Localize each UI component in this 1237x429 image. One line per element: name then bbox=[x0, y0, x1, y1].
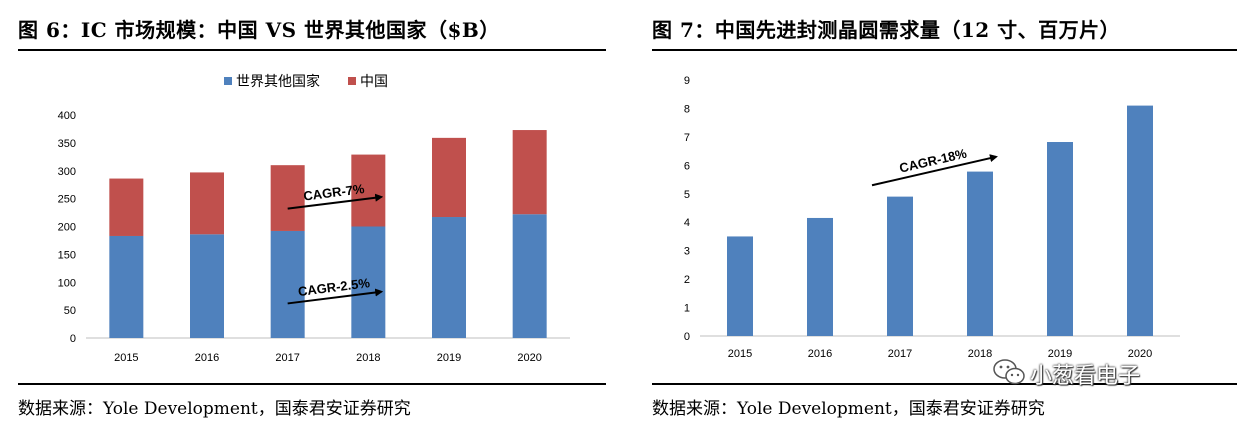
chart0-y-tick-label: 350 bbox=[58, 138, 76, 150]
chart0-bar-中国-2020 bbox=[512, 130, 547, 215]
chart0-legend-swatch bbox=[224, 77, 232, 85]
chart0-bar-中国-2017 bbox=[270, 165, 305, 231]
chart0-bar-世界其他国家-2019 bbox=[432, 217, 466, 338]
chart0-bar-世界其他国家-2018 bbox=[351, 226, 386, 338]
chart0-bar-世界其他国家-2016 bbox=[190, 234, 224, 338]
chart0-bar-中国-2016 bbox=[190, 172, 224, 235]
chart0-y-tick-label: 150 bbox=[58, 249, 76, 261]
chart1-x-tick-label: 2015 bbox=[728, 348, 752, 360]
chart0-cagr-arrow-1 bbox=[287, 288, 384, 305]
chart0-bar-世界其他国家-2020 bbox=[512, 214, 547, 338]
figure-7-bottom-rule bbox=[652, 383, 1237, 385]
chart0-x-tick-label: 2015 bbox=[114, 352, 138, 364]
chart1-bar-需求量-2020 bbox=[1127, 105, 1153, 336]
chart1-y-tick-label: 6 bbox=[684, 160, 690, 172]
chart1-bar-需求量-2015 bbox=[727, 236, 753, 336]
chart1-x-tick-label: 2019 bbox=[1048, 348, 1072, 360]
chart1-bar-需求量-2016 bbox=[807, 217, 833, 336]
chart0-bar-中国-2019 bbox=[432, 137, 466, 218]
chart1-y-tick-label: 4 bbox=[684, 217, 690, 229]
figure-7-top-rule bbox=[652, 49, 1237, 51]
chart1-y-tick-label: 2 bbox=[684, 274, 690, 286]
figure-6-panel: 图 6：IC 市场规模：中国 VS 世界其他国家（$B） 0 50 100 150 20… bbox=[0, 0, 612, 429]
chart1-y-tick-label: 3 bbox=[684, 246, 690, 258]
chart1-x-tick-label: 2018 bbox=[968, 348, 992, 360]
chart0-x-tick-label: 2020 bbox=[517, 352, 541, 364]
chart0-x-tick-label: 2016 bbox=[195, 352, 219, 364]
chart0-bar-世界其他国家-2017 bbox=[270, 230, 305, 338]
chart0-legend-label: 世界其他国家 bbox=[236, 73, 320, 90]
chart1-bar-需求量-2018 bbox=[967, 171, 993, 336]
figure-6-top-rule bbox=[18, 49, 606, 51]
chart1-x-tick-label: 2016 bbox=[808, 348, 832, 360]
chart0-y-tick-label: 200 bbox=[58, 222, 76, 234]
chart1-x-tick-label: 2017 bbox=[888, 348, 912, 360]
chart0-legend-label: 中国 bbox=[360, 74, 388, 90]
chart1-bar-需求量-2019 bbox=[1047, 142, 1073, 336]
chart0-x-tick-label: 2019 bbox=[437, 352, 461, 364]
figure-7-source: 数据来源：Yole Development，国泰君安证券研究 bbox=[652, 399, 1045, 419]
chart0-x-tick-label: 2018 bbox=[356, 352, 380, 364]
chart1-y-tick-label: 9 bbox=[684, 75, 690, 87]
chart1-y-tick-label: 5 bbox=[684, 189, 690, 201]
figure-7-title: 图 7：中国先进封测晶圆需求量（12 寸、百万片） bbox=[652, 18, 1121, 42]
watermark: 小葱看电子 bbox=[992, 356, 1202, 390]
chart1-y-tick-label: 7 bbox=[684, 132, 690, 144]
chart1-y-tick-label: 8 bbox=[684, 103, 690, 115]
chart0-y-tick-label: 250 bbox=[58, 194, 76, 206]
chart0-y-tick-label: 0 bbox=[70, 333, 76, 345]
chart0-bar-中国-2015 bbox=[109, 178, 144, 236]
chart1-cagr-arrow-0 bbox=[871, 154, 998, 187]
figure-6-source: 数据来源：Yole Development，国泰君安证券研究 bbox=[18, 399, 411, 419]
figure-6-bottom-rule bbox=[18, 383, 606, 385]
chart0-bar-世界其他国家-2015 bbox=[109, 235, 144, 338]
chart0-x-tick-label: 2017 bbox=[275, 352, 299, 364]
chart0-y-tick-label: 400 bbox=[58, 110, 76, 122]
chart0-legend-swatch bbox=[348, 77, 356, 85]
chart0-cagr-arrow-0 bbox=[287, 193, 384, 210]
chart1-bar-需求量-2017 bbox=[887, 196, 913, 336]
chart0-y-tick-label: 50 bbox=[64, 305, 76, 317]
watermark-text: 小葱看电子 bbox=[1030, 364, 1141, 389]
chart1-y-tick-label: 1 bbox=[684, 303, 690, 315]
figure-6-title: 图 6：IC 市场规模：中国 VS 世界其他国家（$B） bbox=[18, 18, 500, 42]
figure-7-panel: 图 7：中国先进封测晶圆需求量（12 寸、百万片） 0 1 2 3 4 5 6 7 8 9 2015… bbox=[634, 0, 1237, 429]
chart1-x-tick-label: 2020 bbox=[1128, 348, 1152, 360]
chart0-bar-中国-2018 bbox=[351, 154, 386, 227]
chart1-y-tick-label: 0 bbox=[684, 331, 690, 343]
chart0-y-tick-label: 300 bbox=[58, 166, 76, 178]
chart0-y-tick-label: 100 bbox=[58, 277, 76, 289]
figure-6-chart: 0 50 100 150 200 250 300 350 400 2015 2016 2017 2018… bbox=[58, 73, 570, 364]
wechat-icon bbox=[993, 359, 1025, 385]
